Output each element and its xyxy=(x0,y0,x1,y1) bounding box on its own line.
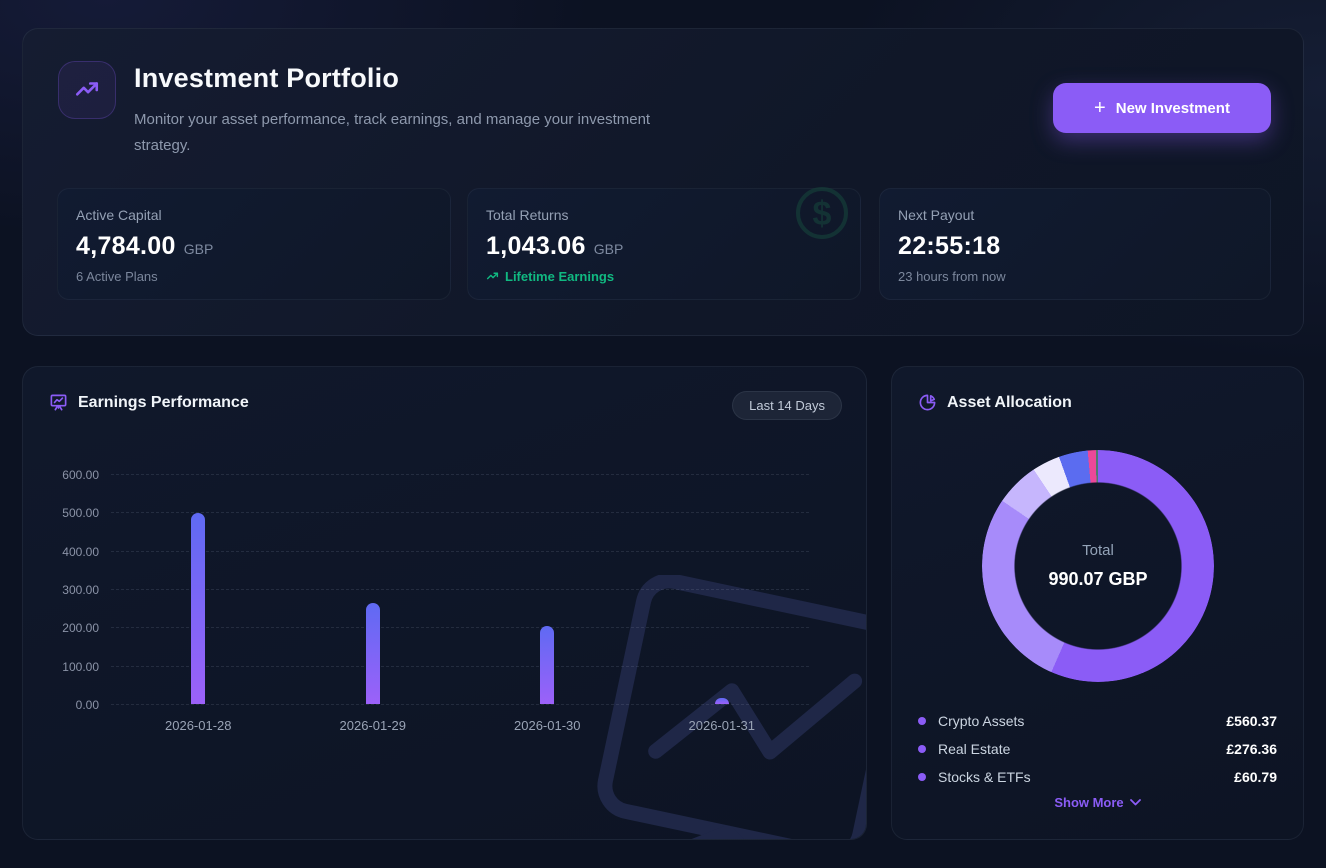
x-axis-label: 2026-01-31 xyxy=(688,718,756,733)
donut-total-value: 990.07 GBP xyxy=(1048,569,1148,589)
legend-asset-name: Stocks & ETFs xyxy=(938,769,1031,785)
allocation-donut-chart: Total 990.07 GBP xyxy=(982,450,1214,682)
legend-row[interactable]: Stocks & ETFs £60.79 xyxy=(918,763,1277,791)
new-investment-button[interactable]: + New Investment xyxy=(1053,83,1271,133)
portfolio-header-card: Investment Portfolio Monitor your asset … xyxy=(22,28,1304,336)
stat-card-next-payout: Next Payout 22:55:18 23 hours from now xyxy=(879,188,1271,300)
stat-subtext: 23 hours from now xyxy=(898,269,1006,284)
range-selector-button[interactable]: Last 14 Days xyxy=(732,391,842,420)
y-axis-tick: 400.00 xyxy=(62,544,99,559)
legend-asset-name: Real Estate xyxy=(938,741,1011,757)
gridline: 400.00 xyxy=(62,545,809,559)
new-investment-label: New Investment xyxy=(1115,99,1230,117)
presentation-chart-icon xyxy=(50,394,67,411)
x-axis-label: 2026-01-28 xyxy=(165,718,232,733)
earnings-bar[interactable] xyxy=(540,626,555,704)
stat-label: Total Returns xyxy=(486,207,569,223)
stat-value: 22:55:18 xyxy=(898,232,1001,260)
x-axis-label: 2026-01-29 xyxy=(339,718,407,733)
show-more-button[interactable]: Show More xyxy=(892,795,1303,810)
stat-value: 1,043.06 xyxy=(486,232,586,260)
stat-value: 4,784.00 xyxy=(76,232,176,260)
gridline: 200.00 xyxy=(62,621,809,635)
stat-unit: GBP xyxy=(593,241,624,257)
stat-label: Active Capital xyxy=(76,207,162,223)
allocation-card-title: Asset Allocation xyxy=(947,393,1072,411)
earnings-bar[interactable] xyxy=(365,602,380,704)
y-axis-tick: 0.00 xyxy=(75,698,99,712)
stat-card-active-capital: Active Capital 4,784.00 GBP 6 Active Pla… xyxy=(57,188,451,300)
stat-subtext: Lifetime Earnings xyxy=(505,269,615,284)
y-axis-tick: 600.00 xyxy=(62,468,99,482)
legend-asset-name: Crypto Assets xyxy=(938,713,1025,729)
legend-asset-value: £560.37 xyxy=(1226,713,1277,729)
show-more-label: Show More xyxy=(1054,795,1124,810)
gridline: 0.00 xyxy=(76,698,809,712)
earnings-card-title: Earnings Performance xyxy=(78,393,249,411)
legend-dot-icon xyxy=(918,773,926,781)
asset-allocation-card: Asset Allocation Total 990.07 GBP Crypto… xyxy=(891,366,1304,840)
earnings-bar[interactable] xyxy=(191,513,206,704)
donut-total-label: Total xyxy=(1082,542,1114,559)
y-axis-tick: 500.00 xyxy=(62,506,99,521)
gridline: 100.00 xyxy=(62,660,809,674)
bar-chart-plot-area: 600.00 500.00 400.00 300.00 200.00 100.00 0.00… xyxy=(62,468,809,733)
x-axis-label: 2026-01-30 xyxy=(514,718,581,733)
legend-dot-icon xyxy=(918,717,926,725)
stat-card-total-returns: $ Total Returns 1,043.06 GBP Lifetime Ea… xyxy=(467,187,861,300)
legend-dot-icon xyxy=(918,745,926,753)
trend-up-icon xyxy=(486,272,499,280)
gridline: 600.00 xyxy=(62,468,809,482)
page-title: Investment Portfolio xyxy=(134,63,400,93)
legend-asset-value: £276.36 xyxy=(1226,741,1277,757)
earnings-bar[interactable] xyxy=(714,698,729,704)
stat-label: Next Payout xyxy=(898,207,975,223)
pie-chart-icon xyxy=(919,394,936,411)
gridline: 300.00 xyxy=(62,583,809,597)
allocation-legend: Crypto Assets £560.37 Real Estate £276.36 St… xyxy=(918,707,1277,791)
donut-ring xyxy=(982,450,1214,682)
y-axis-tick: 100.00 xyxy=(62,659,99,674)
chevron-down-icon xyxy=(1129,799,1141,806)
stat-subtext: 6 Active Plans xyxy=(76,269,158,284)
gridline: 500.00 xyxy=(62,506,809,520)
y-axis-tick: 300.00 xyxy=(62,583,99,597)
plus-icon: + xyxy=(1094,97,1106,119)
legend-row[interactable]: Crypto Assets £560.37 xyxy=(918,707,1277,735)
legend-row[interactable]: Real Estate £276.36 xyxy=(918,735,1277,763)
page-subtitle: Monitor your asset performance, track ea… xyxy=(134,111,651,154)
trending-up-icon xyxy=(58,61,116,119)
earnings-performance-card: Earnings Performance Last 14 Days 600.00… xyxy=(22,366,867,840)
stat-unit: GBP xyxy=(183,241,214,257)
legend-asset-value: £60.79 xyxy=(1234,769,1277,785)
y-axis-tick: 200.00 xyxy=(62,621,99,636)
